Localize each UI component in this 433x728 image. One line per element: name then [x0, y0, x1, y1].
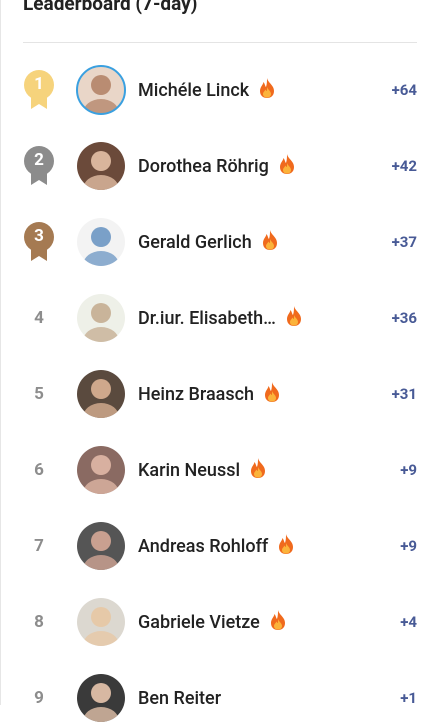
streak-flame	[278, 153, 296, 179]
rank-number: 7	[34, 536, 44, 556]
rank: 6	[1, 460, 77, 480]
avatar	[76, 293, 126, 343]
rank: 8	[1, 612, 77, 632]
rank-medal: 2	[22, 145, 56, 187]
rank: 4	[1, 308, 77, 328]
avatar	[76, 141, 126, 191]
streak-flame	[263, 381, 281, 407]
rank-number: 9	[34, 688, 44, 708]
user-name: Karin Neussl	[138, 459, 241, 481]
leaderboard-row[interactable]: 9 Ben Reiter +1	[1, 668, 433, 728]
leaderboard-row[interactable]: 3 Gerald Gerlich +37	[1, 212, 433, 272]
leaderboard-row[interactable]: 4 Dr.iur. Elisabeth… +36	[1, 288, 433, 348]
points: +42	[391, 157, 417, 175]
rank-number: 3	[34, 226, 44, 246]
leaderboard-row[interactable]: 2 Dorothea Röhrig +42	[1, 136, 433, 196]
rank-number: 1	[34, 74, 44, 94]
user-name: Heinz Braasch	[138, 383, 255, 405]
points: +4	[400, 613, 417, 631]
points: +37	[391, 233, 417, 251]
user-name: Andreas Rohloff	[138, 535, 269, 557]
avatar	[76, 445, 126, 495]
streak-flame	[261, 229, 279, 255]
avatar	[76, 65, 126, 115]
streak-flame	[269, 609, 287, 635]
streak-flame	[249, 457, 267, 483]
rank-number: 8	[34, 612, 44, 632]
streak-flame	[277, 533, 295, 559]
points: +9	[400, 461, 417, 479]
avatar	[76, 673, 126, 723]
points: +1	[400, 689, 417, 707]
divider	[23, 42, 417, 43]
rank-number: 4	[34, 308, 44, 328]
avatar	[76, 521, 126, 571]
avatar	[76, 597, 126, 647]
user-name: Ben Reiter	[138, 687, 222, 709]
leaderboard-row[interactable]: 7 Andreas Rohloff +9	[1, 516, 433, 576]
leaderboard-title: Leaderboard (7-day)	[23, 0, 198, 15]
rank-number: 6	[34, 460, 44, 480]
user-name: Michéle Linck	[138, 79, 250, 101]
user-name: Dr.iur. Elisabeth…	[138, 307, 276, 329]
leaderboard-row[interactable]: 6 Karin Neussl +9	[1, 440, 433, 500]
leaderboard-row[interactable]: 5 Heinz Braasch +31	[1, 364, 433, 424]
streak-flame	[258, 77, 276, 103]
avatar	[76, 369, 126, 419]
streak-flame	[285, 305, 303, 331]
user-name: Gabriele Vietze	[138, 611, 260, 633]
points: +31	[391, 385, 417, 403]
rank: 5	[1, 384, 77, 404]
points: +9	[400, 537, 417, 555]
rank: 1	[1, 69, 77, 111]
leaderboard-row[interactable]: 1 Michéle Linck +64	[1, 60, 433, 120]
points: +64	[391, 81, 417, 99]
rank-number: 2	[34, 150, 44, 170]
user-name: Gerald Gerlich	[138, 231, 252, 253]
rank-medal: 1	[22, 69, 56, 111]
user-name: Dorothea Röhrig	[138, 155, 269, 177]
rank-medal: 3	[22, 221, 56, 263]
avatar	[76, 217, 126, 267]
rank: 9	[1, 688, 77, 708]
leaderboard-row[interactable]: 8 Gabriele Vietze +4	[1, 592, 433, 652]
rank: 3	[1, 221, 77, 263]
rank: 7	[1, 536, 77, 556]
rank-number: 5	[34, 384, 44, 404]
points: +36	[391, 309, 417, 327]
rank: 2	[1, 145, 77, 187]
